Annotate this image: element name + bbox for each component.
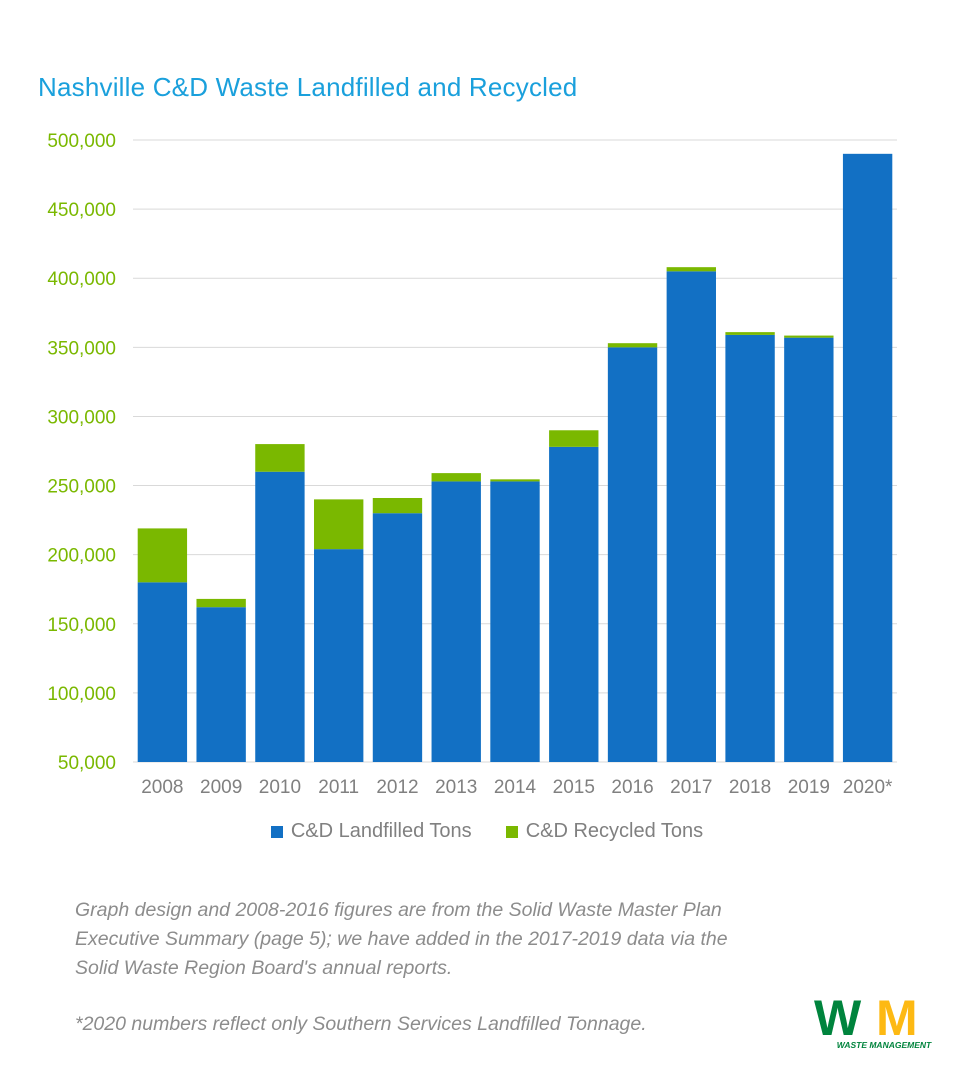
bar-landfilled	[314, 549, 364, 762]
bar-recycled	[784, 335, 834, 338]
y-tick-label: 500,000	[47, 131, 116, 152]
x-tick-label: 2011	[318, 777, 359, 798]
source-note-line: Solid Waste Region Board's annual report…	[75, 957, 453, 979]
bar-recycled	[137, 528, 188, 583]
bar-landfilled	[196, 607, 246, 762]
chart-legend: C&D Landfilled Tons C&D Recycled Tons	[0, 820, 974, 843]
y-tick-label: 200,000	[47, 546, 116, 567]
bar-recycled	[490, 479, 540, 482]
bar-landfilled	[490, 481, 540, 762]
source-note-line: Executive Summary (page 5); we have adde…	[75, 928, 728, 950]
x-tick-label: 2012	[376, 777, 418, 798]
x-tick-label: 2014	[494, 777, 537, 798]
y-tick-label: 250,000	[47, 477, 116, 498]
bars	[137, 153, 893, 763]
bar-recycled	[372, 497, 423, 514]
x-tick-label: 2015	[553, 777, 595, 798]
y-tick-label: 100,000	[47, 684, 116, 705]
y-tick-label: 350,000	[47, 338, 116, 359]
bar-landfilled	[255, 471, 305, 762]
bar-recycled	[549, 430, 599, 447]
x-tick-label: 2018	[729, 777, 771, 798]
bar-recycled	[431, 473, 481, 482]
waste-management-logo: W M WASTE MANAGEMENT	[814, 993, 932, 1050]
bar-recycled	[607, 343, 658, 348]
chart-plot: 50,000 100,000 150,000 200,000 250,000 300,00…	[47, 131, 897, 798]
legend-item-landfilled: C&D Landfilled Tons	[270, 820, 472, 843]
bar-recycled	[666, 267, 716, 272]
bar-landfilled	[607, 347, 658, 762]
legend-swatch-landfilled	[270, 825, 283, 838]
y-tick-label: 50,000	[58, 753, 116, 774]
bar-landfilled	[372, 513, 423, 762]
x-tick-label: 2010	[259, 777, 301, 798]
bar-recycled	[725, 332, 775, 335]
y-tick-label: 450,000	[47, 200, 116, 221]
bar-recycled	[314, 499, 364, 550]
logo-mark-w: W	[814, 993, 862, 1046]
y-tick-label: 300,000	[47, 407, 116, 428]
source-note: Graph design and 2008-2016 figures are f…	[75, 896, 875, 983]
bar-landfilled	[549, 446, 599, 762]
logo-mark-m: M	[876, 993, 915, 1046]
bar-landfilled	[431, 481, 481, 762]
bar-landfilled	[842, 153, 893, 763]
x-tick-label: 2020*	[843, 777, 893, 798]
x-tick-label: 2009	[200, 777, 242, 798]
legend-item-recycled: C&D Recycled Tons	[505, 820, 704, 843]
bar-landfilled	[137, 582, 188, 762]
bar-landfilled	[666, 271, 716, 762]
legend-label-recycled: C&D Recycled Tons	[525, 820, 704, 842]
bar-recycled	[255, 444, 305, 472]
source-note-line: Graph design and 2008-2016 figures are f…	[75, 899, 722, 921]
x-tick-label: 2019	[788, 777, 830, 798]
footnote: *2020 numbers reflect only Southern Serv…	[75, 1013, 647, 1035]
y-tick-label: 400,000	[47, 269, 116, 290]
x-axis-ticks: 2008 2009 2010 2011 2012 2013 2014 2015 2016 2017…	[141, 777, 893, 798]
y-axis-ticks: 50,000 100,000 150,000 200,000 250,000 300,00…	[47, 131, 116, 774]
legend-label-landfilled: C&D Landfilled Tons	[290, 820, 472, 842]
bar-recycled	[196, 598, 246, 608]
x-tick-label: 2017	[670, 777, 712, 798]
bar-landfilled	[725, 334, 775, 762]
legend-swatch-recycled	[505, 825, 518, 838]
x-tick-label: 2016	[611, 777, 653, 798]
x-tick-label: 2008	[141, 777, 183, 798]
x-tick-label: 2013	[435, 777, 477, 798]
bar-landfilled	[784, 337, 834, 762]
y-tick-label: 150,000	[47, 615, 116, 636]
chart-title: Nashville C&D Waste Landfilled and Recyc…	[38, 72, 578, 102]
logo-text: WASTE MANAGEMENT	[837, 1040, 932, 1050]
